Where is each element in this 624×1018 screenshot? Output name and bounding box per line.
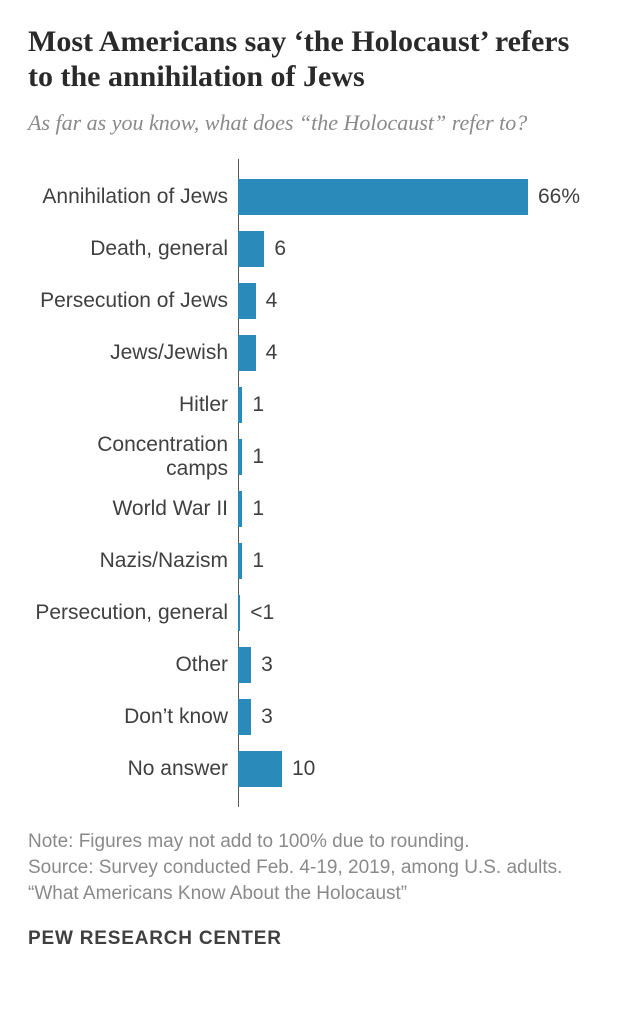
- bar-row: Nazis/Nazism1: [238, 535, 596, 587]
- bar-rect: [238, 283, 256, 319]
- bar-value: 1: [252, 393, 264, 417]
- bar-value: 1: [252, 497, 264, 521]
- bar-rect: [238, 543, 242, 579]
- bar-value: 6: [274, 237, 286, 261]
- bar-rect: [238, 491, 242, 527]
- bar-label: No answer: [34, 757, 238, 781]
- publisher-credit: PEW RESEARCH CENTER: [28, 928, 596, 950]
- bar-label: Persecution, general: [34, 601, 238, 625]
- note-line: Source: Survey conducted Feb. 4-19, 2019…: [28, 855, 596, 881]
- bar-label: Jews/Jewish: [34, 341, 238, 365]
- bar-row: Other3: [238, 639, 596, 691]
- bar-rect: [238, 439, 242, 475]
- bar-chart: Annihilation of Jews66%Death, general6Pe…: [28, 165, 596, 801]
- chart-notes: Note: Figures may not add to 100% due to…: [28, 829, 596, 906]
- bar-label: Death, general: [34, 237, 238, 261]
- note-line: “What Americans Know About the Holocaust…: [28, 881, 596, 907]
- bar-row: Annihilation of Jews66%: [238, 171, 596, 223]
- bar-rect: [238, 231, 264, 267]
- bar-row: World War II1: [238, 483, 596, 535]
- bar-rect: [238, 647, 251, 683]
- bar-row: Concentration camps1: [238, 431, 596, 483]
- bar-rect: [238, 387, 242, 423]
- bar-row: Persecution, general<1: [238, 587, 596, 639]
- bar-label: Persecution of Jews: [34, 289, 238, 313]
- bar-label: Hitler: [34, 393, 238, 417]
- bar-row: Hitler1: [238, 379, 596, 431]
- bar-rect: [238, 751, 282, 787]
- bar-value: <1: [250, 601, 274, 625]
- bar-value: 3: [261, 705, 273, 729]
- bar-row: Don’t know3: [238, 691, 596, 743]
- chart-title: Most Americans say ‘the Holocaust’ refer…: [28, 24, 596, 95]
- bar-label: Nazis/Nazism: [34, 549, 238, 573]
- bar-value: 10: [292, 757, 315, 781]
- bar-rect: [238, 595, 240, 631]
- bar-value: 4: [266, 289, 278, 313]
- bar-label: Concentration camps: [34, 433, 238, 481]
- bar-rect: [238, 179, 528, 215]
- bar-row: Persecution of Jews4: [238, 275, 596, 327]
- bar-value: 3: [261, 653, 273, 677]
- bar-label: Don’t know: [34, 705, 238, 729]
- bar-row: Jews/Jewish4: [238, 327, 596, 379]
- bars-container: Annihilation of Jews66%Death, general6Pe…: [238, 165, 596, 801]
- note-line: Note: Figures may not add to 100% due to…: [28, 829, 596, 855]
- bar-label: Annihilation of Jews: [34, 185, 238, 209]
- bar-rect: [238, 335, 256, 371]
- bar-label: World War II: [34, 497, 238, 521]
- bar-row: Death, general6: [238, 223, 596, 275]
- bar-value: 66%: [538, 185, 580, 209]
- bar-row: No answer10: [238, 743, 596, 795]
- bar-label: Other: [34, 653, 238, 677]
- bar-value: 1: [252, 445, 264, 469]
- bar-value: 1: [252, 549, 264, 573]
- bar-value: 4: [266, 341, 278, 365]
- bar-rect: [238, 699, 251, 735]
- chart-subtitle: As far as you know, what does “the Holoc…: [28, 109, 596, 138]
